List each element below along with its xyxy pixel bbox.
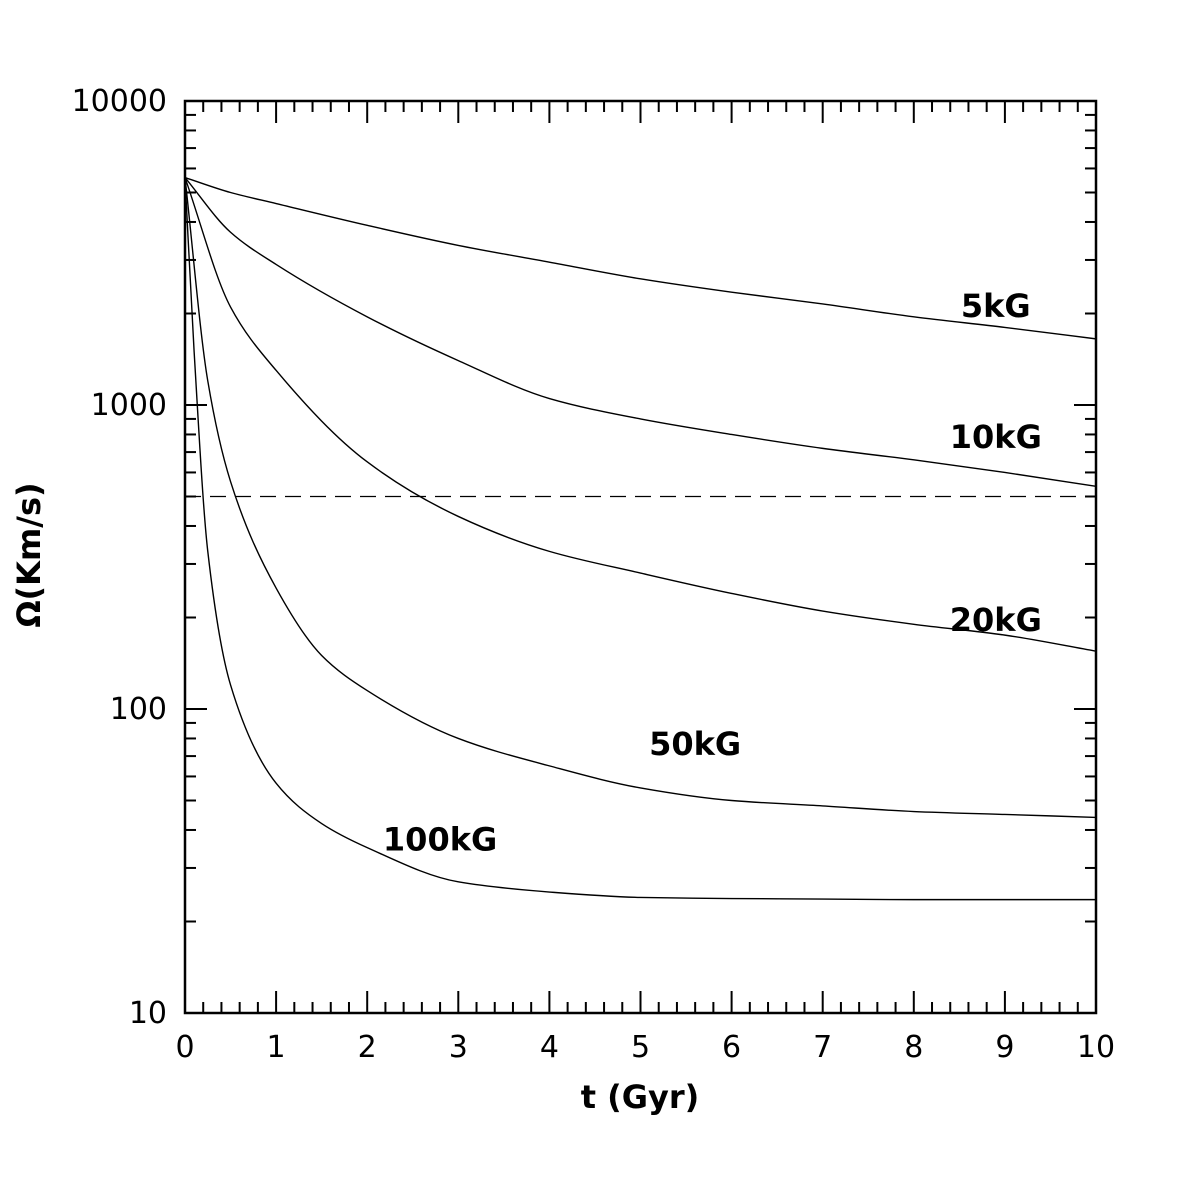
x-axis-label: t (Gyr) xyxy=(581,1078,700,1116)
x-tick-label: 6 xyxy=(722,1030,741,1065)
x-tick-label: 4 xyxy=(540,1030,559,1065)
ticks-layer xyxy=(184,101,1097,1014)
x-tick-label: 10 xyxy=(1077,1030,1115,1065)
y-tick-label: 10000 xyxy=(72,84,167,119)
x-tick-label: 3 xyxy=(449,1030,468,1065)
labels-layer: 0 1 2 3 4 5 6 7 8 9 10 10 100 1000 10000 5kG 10kG 20kG 50k… xyxy=(72,84,1116,1065)
y-tick-label: 10 xyxy=(129,996,167,1031)
plot-frame xyxy=(183,99,1098,1015)
curve-label-100kg: 100kG xyxy=(383,820,497,858)
x-tick-label: 7 xyxy=(813,1030,832,1065)
y-tick-label: 1000 xyxy=(91,388,167,423)
curve-label-20kg: 20kG xyxy=(950,601,1042,639)
y-axis-label: Ω(Km/s) xyxy=(10,482,48,627)
x-tick-label: 9 xyxy=(995,1030,1014,1065)
curve-label-10kg: 10kG xyxy=(950,418,1042,456)
curve-label-5kg: 5kG xyxy=(961,287,1031,325)
x-tick-label: 2 xyxy=(358,1030,377,1065)
curve-20kg xyxy=(184,177,1097,652)
curve-50kg xyxy=(184,177,1097,819)
x-tick-label: 8 xyxy=(904,1030,923,1065)
curve-100kg xyxy=(184,177,1096,901)
curves-layer xyxy=(184,176,1097,901)
x-tick-label: 1 xyxy=(267,1030,286,1065)
y-tick-label: 100 xyxy=(110,692,167,727)
curve-10kg xyxy=(184,177,1097,488)
curve-label-50kg: 50kG xyxy=(649,725,741,763)
curve-5kg xyxy=(184,176,1097,340)
x-tick-label: 5 xyxy=(631,1030,650,1065)
x-tick-label: 0 xyxy=(175,1030,194,1065)
